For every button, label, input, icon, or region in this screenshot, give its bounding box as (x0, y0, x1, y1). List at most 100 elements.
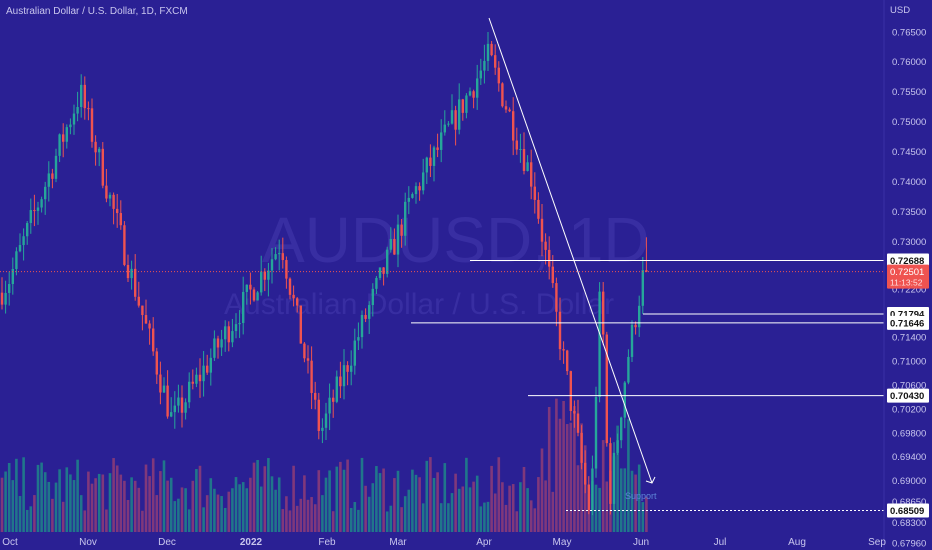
candle (29, 198, 32, 234)
candle (584, 450, 587, 494)
candle (364, 308, 367, 323)
volume-bar (119, 474, 123, 532)
candle (436, 133, 439, 158)
volume-bar (375, 466, 378, 532)
candle (270, 247, 274, 284)
volume-bar (321, 495, 324, 532)
volume-bar (342, 469, 346, 532)
volume-bar (263, 466, 267, 532)
volume-bar (605, 481, 609, 532)
candle (602, 282, 605, 346)
volume-bar (537, 477, 540, 532)
volume-bar (540, 448, 544, 532)
volume-bar (285, 496, 288, 532)
volume-bar (497, 457, 501, 532)
candle (47, 161, 50, 202)
candle (447, 121, 450, 127)
y-tick-label: 0.71400 (892, 333, 926, 344)
y-tick-label: 0.69000 (892, 476, 926, 487)
y-tick-label: 0.76000 (892, 57, 926, 68)
volume-bar (519, 482, 522, 532)
candle (558, 297, 562, 361)
level-price-label: 0.70430 (887, 388, 929, 403)
candle (638, 295, 641, 337)
volume-bar (623, 468, 627, 532)
volume-bar (234, 477, 238, 532)
volume-bar (177, 498, 180, 532)
watermark-symbol: AUDUSD, 1D (262, 204, 650, 276)
y-tick-label: 0.73500 (892, 207, 926, 218)
volume-bar (144, 464, 148, 532)
volume-bar (555, 398, 558, 532)
volume-bar (364, 485, 367, 532)
svg-text:0.72501: 0.72501 (890, 267, 924, 278)
candle (51, 168, 54, 189)
x-tick-label: Oct (2, 537, 18, 548)
y-tick-label: 0.67960 (892, 538, 926, 549)
y-tick-label: 0.69800 (892, 428, 926, 439)
volume-bar (213, 488, 216, 532)
watermark: AUDUSD, 1D Australian Dollar / U.S. Doll… (224, 204, 650, 321)
volume-bar (277, 477, 281, 532)
candle (105, 168, 108, 203)
volume-bar (112, 458, 115, 532)
volume-bar (627, 419, 630, 532)
volume-bar (187, 509, 191, 532)
y-tick-label: 0.70200 (892, 404, 926, 415)
candle (530, 149, 533, 200)
candle (72, 104, 76, 135)
volume-bar (191, 480, 195, 532)
candle (119, 200, 122, 230)
candle (101, 142, 104, 189)
candle (26, 220, 29, 245)
candle (213, 330, 216, 361)
volume-bar (281, 509, 285, 532)
volume-bar (292, 465, 295, 532)
candle (116, 193, 119, 228)
volume-bar (396, 470, 400, 532)
volume-bar (425, 460, 429, 532)
volume-bar (331, 511, 335, 532)
volume-bar (105, 509, 108, 532)
volume-bar (594, 484, 598, 532)
trendline[interactable] (488, 17, 653, 484)
volume-bar (630, 470, 634, 532)
trendline-arrowhead (645, 476, 656, 484)
volume-bar (515, 511, 519, 532)
candle (350, 350, 353, 386)
candle (375, 276, 378, 294)
x-tick-label: Apr (476, 537, 492, 548)
volume-bar (299, 498, 303, 532)
volume-bar (173, 501, 177, 532)
candle (339, 361, 342, 399)
volume-bar (526, 488, 529, 532)
volume-bar (288, 510, 292, 532)
y-tick-label: 0.74000 (892, 177, 926, 188)
candle (612, 442, 616, 511)
volume-bar (346, 459, 349, 532)
candle (314, 381, 317, 410)
volume-bar (108, 473, 112, 532)
volume-bar (436, 472, 439, 532)
candle (573, 400, 576, 428)
candle (562, 341, 565, 364)
candle (69, 118, 72, 135)
candle (580, 425, 583, 470)
candle (479, 58, 482, 85)
volume-bar (184, 488, 187, 532)
candle (123, 221, 126, 267)
candle (166, 370, 169, 419)
candle (177, 384, 180, 413)
volume-bar (51, 498, 54, 532)
candle (76, 91, 79, 122)
candle (144, 299, 148, 324)
svg-text:0.71646: 0.71646 (890, 318, 924, 329)
volume-bar (148, 476, 151, 532)
candle (206, 354, 209, 375)
y-tick-label: 0.68300 (892, 518, 926, 529)
candle (594, 386, 598, 478)
volume-bar (252, 462, 256, 532)
y-tick-label: 0.73000 (892, 237, 926, 248)
candle (526, 155, 529, 172)
